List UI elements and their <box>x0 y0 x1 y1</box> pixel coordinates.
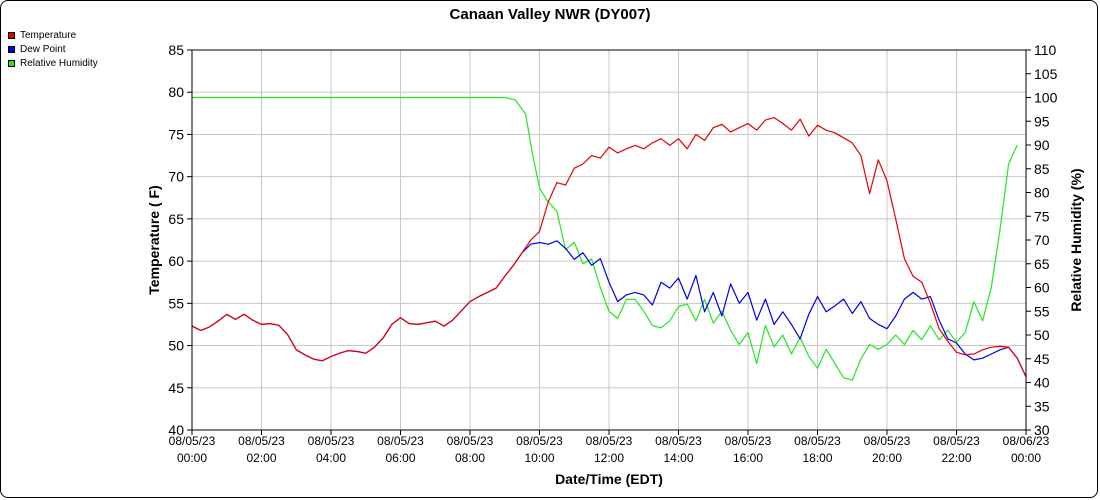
series-lines <box>191 96 1027 381</box>
right-tick-label: 70 <box>1034 232 1050 248</box>
legend-swatch-dew-point <box>8 45 15 53</box>
right-tick-label: 75 <box>1034 208 1050 224</box>
right-tick-label: 30 <box>1034 422 1050 438</box>
right-tick-label: 95 <box>1034 113 1050 129</box>
x-tick-time: 04:00 <box>316 451 346 465</box>
x-tick-date: 08/05/23 <box>655 434 702 448</box>
x-tick-time: 10:00 <box>524 451 554 465</box>
right-axis-label: Relative Humidity (%) <box>1068 168 1084 311</box>
x-tick-date: 08/05/23 <box>447 434 494 448</box>
right-tick-label: 60 <box>1034 280 1050 296</box>
x-tick-time: 02:00 <box>246 451 276 465</box>
legend-item-relative-humidity: Relative Humidity <box>8 56 98 70</box>
x-tick-time: 06:00 <box>385 451 415 465</box>
left-tick-label: 40 <box>168 422 184 438</box>
x-tick-time: 12:00 <box>594 451 624 465</box>
x-tick-date: 08/05/23 <box>725 434 772 448</box>
x-tick-date: 08/05/23 <box>794 434 841 448</box>
x-tick-time: 20:00 <box>872 451 902 465</box>
x-tick-date: 08/05/23 <box>238 434 285 448</box>
left-tick-label: 75 <box>168 126 184 142</box>
x-tick-time: 08:00 <box>455 451 485 465</box>
left-tick-label: 55 <box>168 295 184 311</box>
right-tick-label: 110 <box>1034 42 1057 58</box>
x-tick-date: 08/05/23 <box>864 434 911 448</box>
x-axis-ticks: 08/05/23 00:00 08/05/23 02:00 08/05/23 04:00 0… <box>169 430 1050 465</box>
legend-swatch-temperature <box>8 31 15 39</box>
x-tick-time: 18:00 <box>802 451 832 465</box>
right-tick-label: 85 <box>1034 161 1050 177</box>
left-tick-label: 80 <box>168 84 184 100</box>
x-tick-time: 22:00 <box>941 451 971 465</box>
legend-label-temperature: Temperature <box>20 29 77 41</box>
right-tick-label: 40 <box>1034 375 1050 391</box>
series-line-temperature <box>191 117 1027 378</box>
right-tick-label: 35 <box>1034 398 1050 414</box>
left-axis-ticks: 40 45 50 55 60 65 70 75 80 85 <box>168 42 192 438</box>
right-tick-label: 90 <box>1034 137 1050 153</box>
x-tick-time: 00:00 <box>177 451 207 465</box>
legend-swatch-relative-humidity <box>8 59 15 67</box>
right-tick-label: 65 <box>1034 256 1050 272</box>
x-tick-date: 08/05/23 <box>933 434 980 448</box>
left-tick-label: 70 <box>168 169 184 185</box>
right-tick-label: 50 <box>1034 327 1050 343</box>
x-axis-label: Date/Time (EDT) <box>555 471 663 487</box>
x-tick-date: 08/05/23 <box>516 434 563 448</box>
x-tick-time: 16:00 <box>733 451 763 465</box>
right-tick-label: 105 <box>1034 66 1058 82</box>
x-tick-date: 08/06/23 <box>1003 434 1050 448</box>
legend: Temperature Dew Point Relative Humidity <box>8 28 98 70</box>
left-tick-label: 85 <box>168 42 184 58</box>
legend-label-dew-point: Dew Point <box>20 43 66 55</box>
legend-label-relative-humidity: Relative Humidity <box>20 57 98 69</box>
right-tick-label: 55 <box>1034 303 1050 319</box>
right-tick-label: 80 <box>1034 185 1050 201</box>
right-axis-ticks: 30 35 40 45 50 55 60 65 70 75 80 85 90 95 100 105 110 <box>1026 42 1058 438</box>
left-tick-label: 60 <box>168 253 184 269</box>
legend-item-dew-point: Dew Point <box>8 42 98 56</box>
left-tick-label: 50 <box>168 338 184 354</box>
right-tick-label: 100 <box>1034 90 1058 106</box>
x-tick-time: 14:00 <box>663 451 693 465</box>
x-tick-date: 08/05/23 <box>586 434 633 448</box>
legend-item-temperature: Temperature <box>8 28 98 42</box>
x-tick-date: 08/05/23 <box>308 434 355 448</box>
x-tick-time: 00:00 <box>1011 451 1041 465</box>
x-tick-date: 08/05/23 <box>377 434 424 448</box>
left-tick-label: 65 <box>168 211 184 227</box>
chart-title: Canaan Valley NWR (DY007) <box>450 6 651 23</box>
left-axis-label: Temperature ( F) <box>146 185 162 294</box>
series-line-relative-humidity <box>192 96 1018 381</box>
left-tick-label: 45 <box>168 380 184 396</box>
right-tick-label: 45 <box>1034 351 1050 367</box>
x-tick-date: 08/05/23 <box>169 434 216 448</box>
